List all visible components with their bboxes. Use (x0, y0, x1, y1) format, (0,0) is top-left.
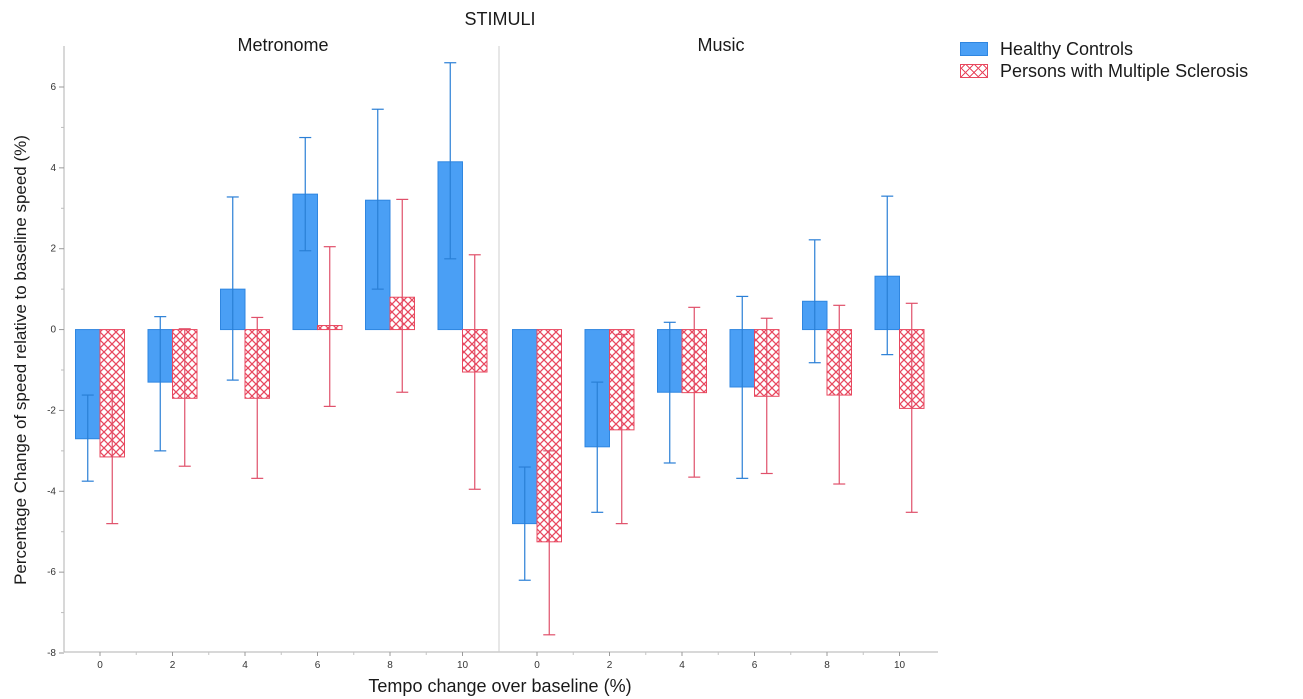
y-tick-label: 0 (50, 325, 56, 336)
legend-item-persons-with-ms[interactable]: Persons with Multiple Sclerosis (960, 60, 1248, 82)
y-tick-label: -4 (47, 486, 56, 497)
x-tick-label: 6 (315, 660, 321, 671)
panel-label-music: Music (697, 35, 744, 55)
x-tick-label: 0 (97, 660, 103, 671)
x-tick-label: 8 (387, 660, 393, 671)
legend-swatch-persons-with-ms (960, 64, 988, 78)
x-tick-label: 0 (534, 660, 540, 671)
y-tick-label: 2 (50, 244, 56, 255)
x-tick-label: 2 (170, 660, 176, 671)
x-tick-label: 10 (457, 660, 469, 671)
x-tick-label: 6 (752, 660, 758, 671)
legend: Healthy Controls Persons with Multiple S… (960, 38, 1248, 82)
x-tick-label: 4 (242, 660, 248, 671)
y-axis-label: Percentage Change of speed relative to b… (11, 135, 30, 585)
chart-title: STIMULI (464, 9, 535, 29)
legend-label-healthy-controls: Healthy Controls (1000, 38, 1134, 59)
legend-swatch-healthy-controls (960, 42, 988, 56)
plot-area: -8 -6 -4 -2 0 2 4 6 0 2 4 6 8 10 0 2 4 6 8 10 (47, 46, 938, 671)
y-tick-label: -2 (47, 405, 56, 416)
x-tick-label: 4 (679, 660, 685, 671)
panel-label-metronome: Metronome (237, 35, 328, 55)
legend-item-healthy-controls[interactable]: Healthy Controls (960, 38, 1248, 60)
y-tick-label: -6 (47, 567, 56, 578)
x-axis-label: Tempo change over baseline (%) (368, 676, 631, 696)
legend-label-persons-with-ms: Persons with Multiple Sclerosis (1000, 60, 1249, 81)
y-tick-label: -8 (47, 648, 56, 659)
y-tick-label: 6 (50, 82, 56, 93)
x-tick-label: 10 (894, 660, 906, 671)
y-tick-label: 4 (50, 163, 56, 174)
x-tick-label: 2 (607, 660, 613, 671)
x-tick-label: 8 (824, 660, 830, 671)
